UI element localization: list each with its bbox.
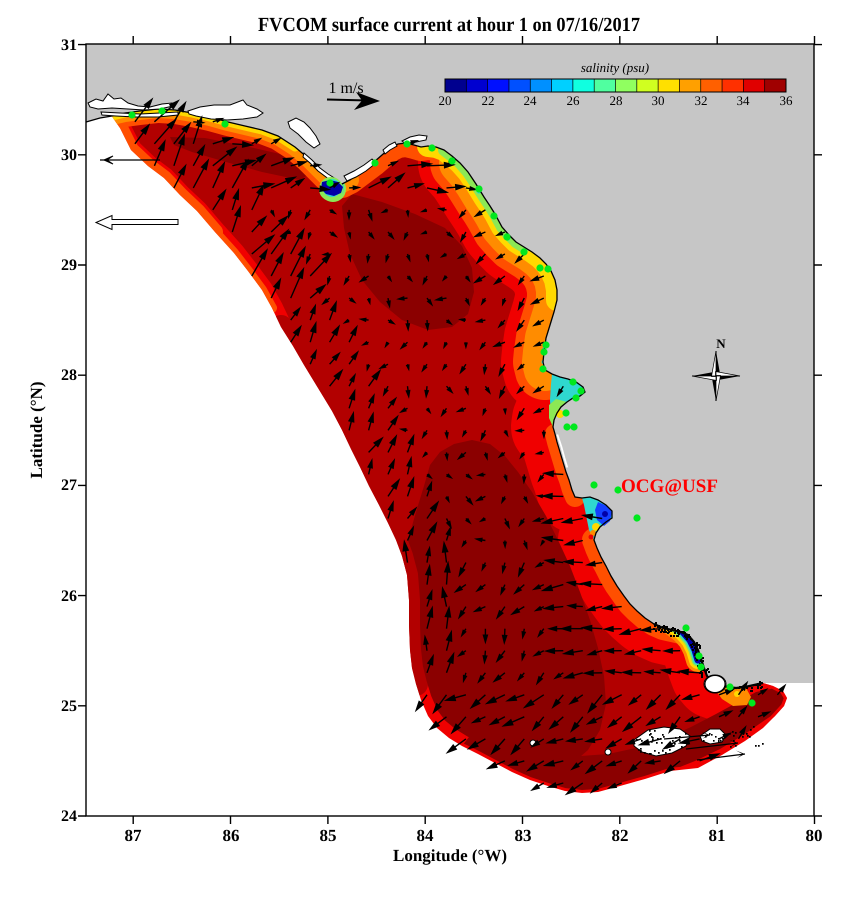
svg-text:N: N <box>716 336 726 351</box>
svg-text:28: 28 <box>61 367 77 384</box>
svg-text:24: 24 <box>524 93 538 108</box>
svg-text:85: 85 <box>320 826 337 845</box>
svg-text:80: 80 <box>806 826 823 845</box>
svg-text:FVCOM surface current at hour: FVCOM surface current at hour 1 on 07/16… <box>258 14 640 36</box>
svg-text:27: 27 <box>61 477 77 494</box>
svg-text:salinity (psu): salinity (psu) <box>581 60 649 75</box>
svg-text:OCG@USF: OCG@USF <box>621 476 718 497</box>
svg-text:83: 83 <box>515 826 532 845</box>
svg-text:22: 22 <box>482 93 495 108</box>
svg-text:30: 30 <box>652 93 665 108</box>
svg-text:Longitude (°W): Longitude (°W) <box>393 846 507 865</box>
svg-text:82: 82 <box>612 826 629 845</box>
svg-text:32: 32 <box>695 93 708 108</box>
svg-text:86: 86 <box>223 826 240 845</box>
svg-text:26: 26 <box>567 93 581 108</box>
svg-text:1 m/s: 1 m/s <box>328 80 363 97</box>
svg-text:20: 20 <box>439 93 452 108</box>
svg-text:26: 26 <box>61 588 77 605</box>
svg-text:Latitude (°N): Latitude (°N) <box>27 382 46 479</box>
svg-text:24: 24 <box>61 808 77 825</box>
svg-text:87: 87 <box>125 826 143 845</box>
svg-text:84: 84 <box>417 826 435 845</box>
svg-text:28: 28 <box>610 93 623 108</box>
svg-text:29: 29 <box>61 257 77 274</box>
svg-text:36: 36 <box>780 93 794 108</box>
svg-text:30: 30 <box>61 147 77 164</box>
svg-text:81: 81 <box>709 826 726 845</box>
svg-text:34: 34 <box>737 93 751 108</box>
svg-text:31: 31 <box>61 37 77 54</box>
svg-text:25: 25 <box>61 698 77 715</box>
